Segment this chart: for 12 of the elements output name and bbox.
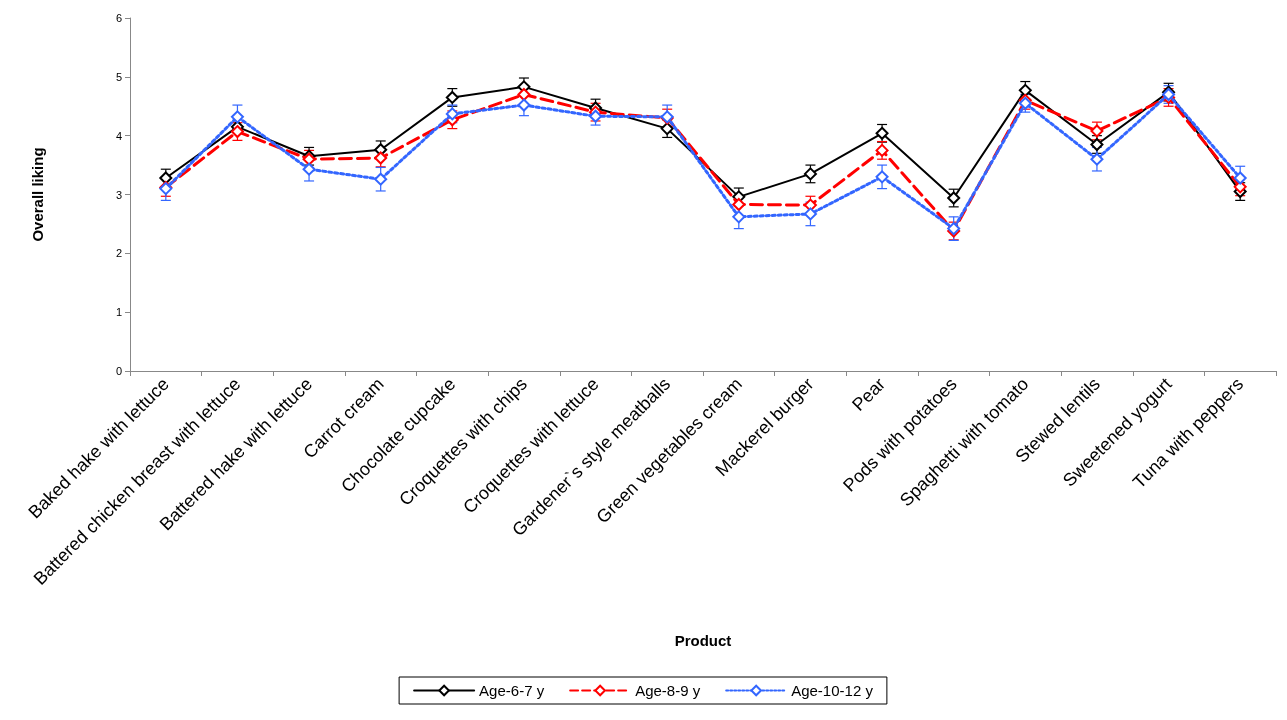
legend-label: Age-10-12 y bbox=[791, 682, 874, 699]
y-tick-label: 2 bbox=[115, 247, 122, 260]
y-axis-title: Overall liking bbox=[29, 147, 46, 242]
y-tick-label: 1 bbox=[115, 306, 122, 319]
y-tick-label: 5 bbox=[115, 70, 122, 83]
y-tick-label: 3 bbox=[115, 188, 122, 201]
y-tick-label: 6 bbox=[115, 12, 122, 24]
y-tick-label: 0 bbox=[115, 365, 122, 377]
x-axis-title: Product bbox=[674, 632, 732, 649]
legend-label: Age-8-9 y bbox=[635, 682, 701, 699]
legend-label: Age-6-7 y bbox=[479, 682, 545, 699]
y-tick-label: 4 bbox=[115, 129, 122, 142]
